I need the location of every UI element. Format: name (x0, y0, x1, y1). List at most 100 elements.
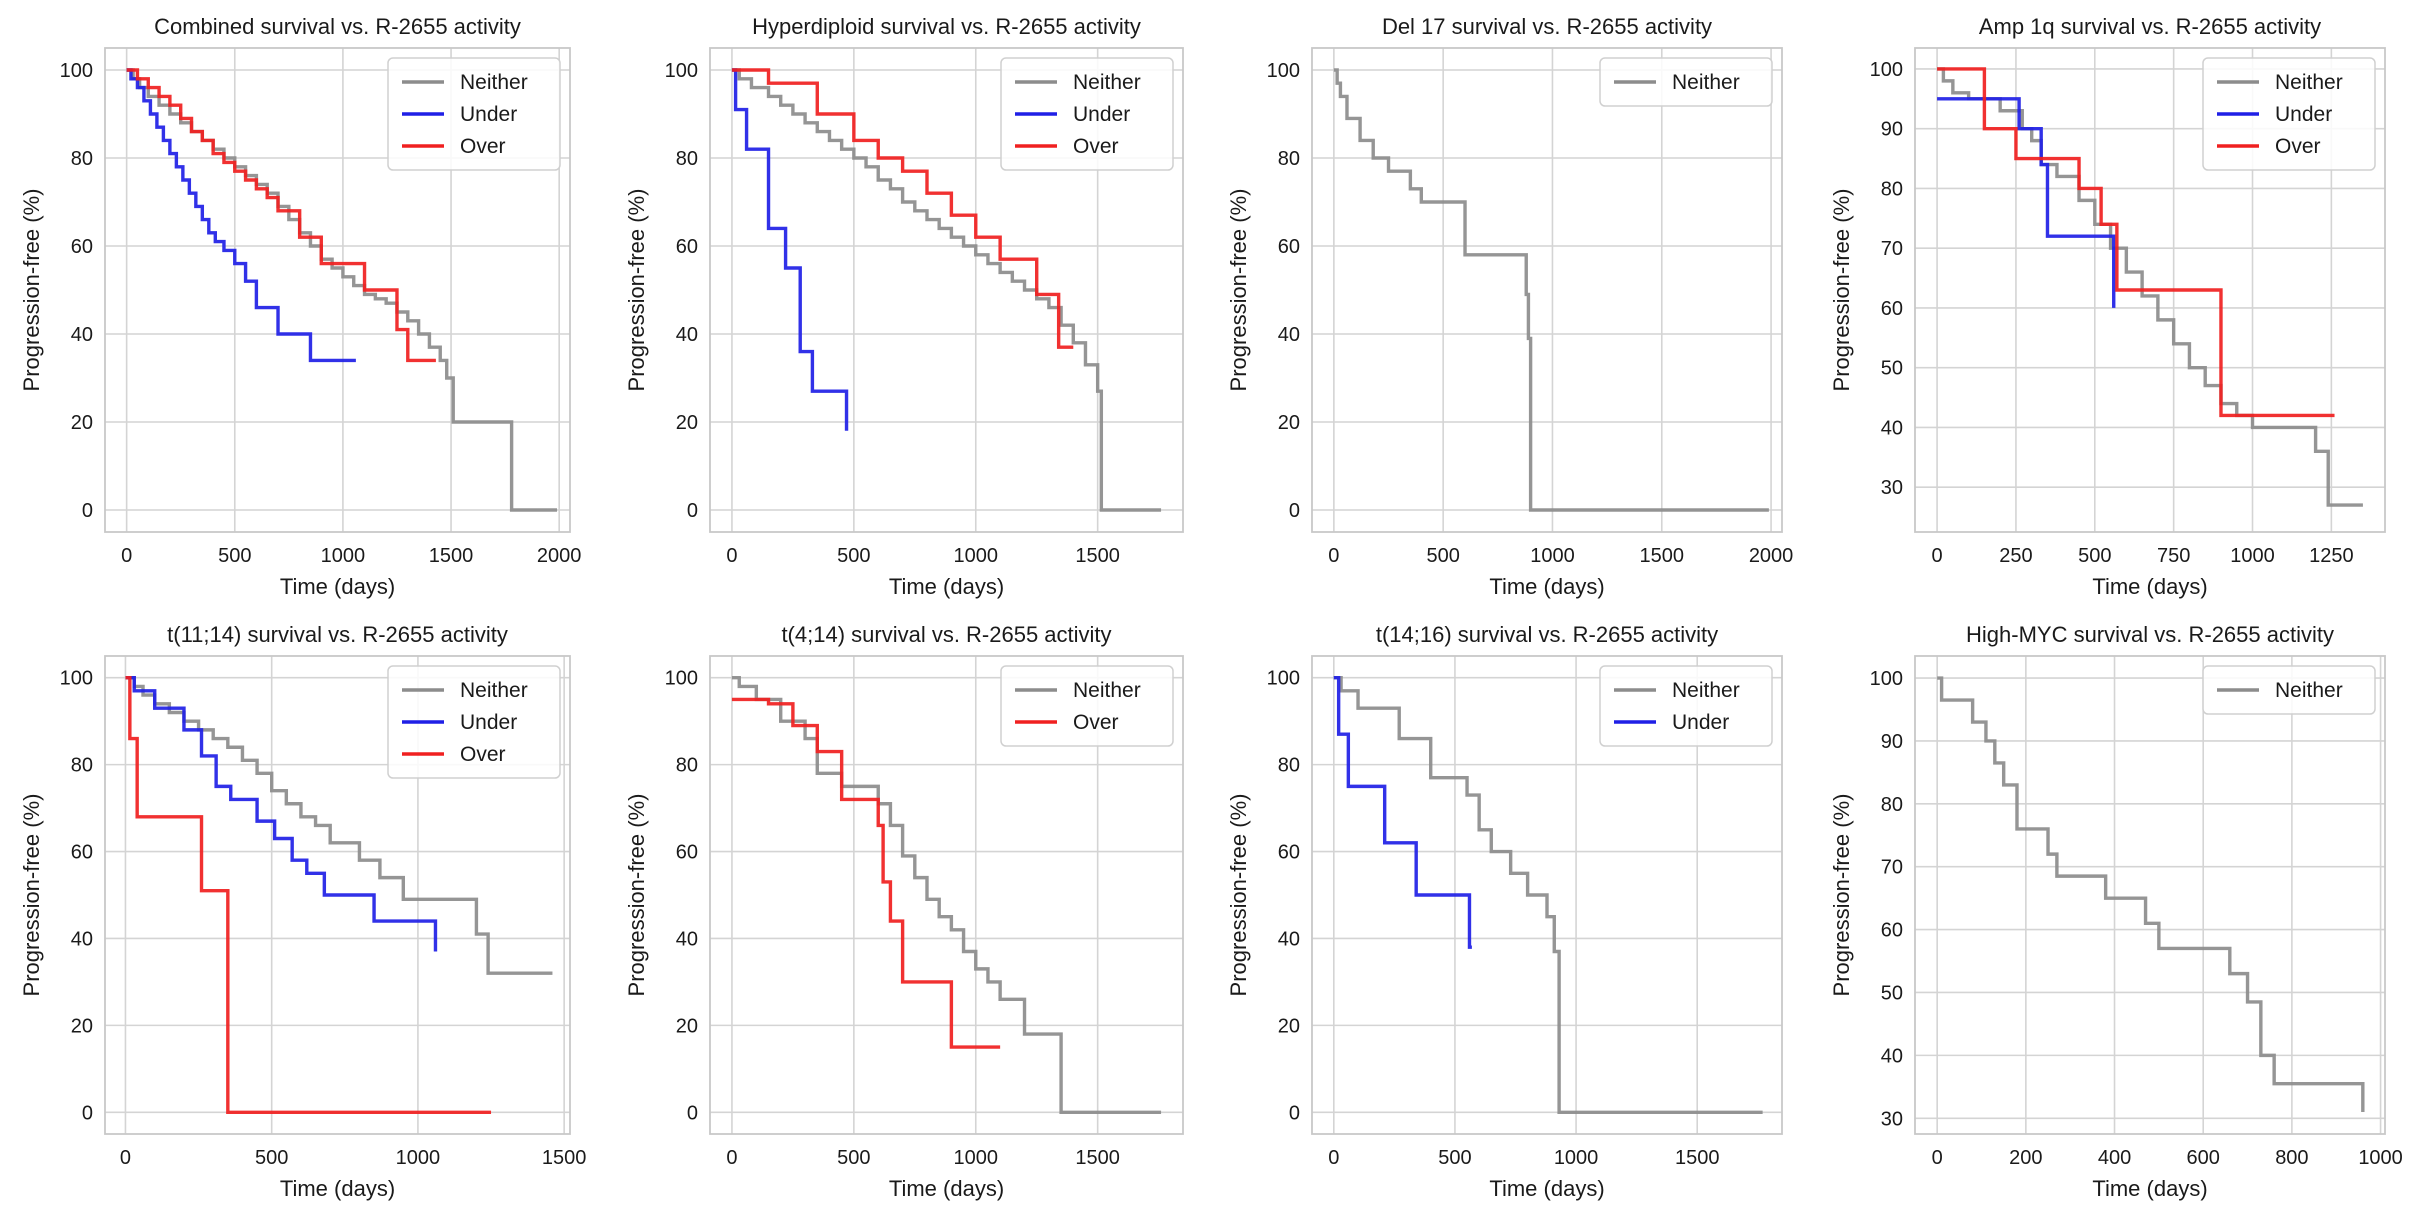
x-axis-label: Time (days) (1489, 1176, 1604, 1201)
y-tick-label: 100 (1267, 60, 1300, 82)
y-tick-label: 30 (1881, 1108, 1903, 1130)
legend: Neither Over (1000, 665, 1174, 747)
legend-label-neither: Neither (1073, 679, 1141, 702)
legend-label-neither: Neither (2275, 71, 2343, 94)
x-axis-label: Time (days) (280, 1176, 395, 1201)
x-tick-label: 1500 (429, 545, 474, 567)
legend-label-neither: Neither (1672, 71, 1740, 94)
x-tick-label: 1000 (954, 545, 999, 567)
x-tick-label: 1000 (2230, 545, 2275, 567)
legend: Neither Under (1599, 665, 1773, 747)
y-tick-label: 80 (676, 148, 698, 170)
x-tick-label: 500 (255, 1147, 288, 1169)
plot-frame (1311, 47, 1783, 533)
y-tick-label: 60 (1881, 298, 1903, 320)
y-tick-label: 40 (1881, 1045, 1903, 1067)
legend: Neither (1599, 57, 1773, 107)
x-tick-label: 0 (726, 1147, 737, 1169)
y-tick-label: 40 (676, 324, 698, 346)
x-axis-label: Time (days) (889, 574, 1004, 599)
series-line-under (1937, 97, 2116, 308)
chart-title: Del 17 survival vs. R-2655 activity (1382, 14, 1712, 39)
y-tick-label: 100 (1267, 668, 1300, 690)
y-axis-label: Progression-free (%) (1829, 189, 1854, 392)
x-tick-label: 0 (1328, 1147, 1339, 1169)
legend-label-under: Under (1672, 711, 1729, 734)
x-tick-label: 500 (1438, 1147, 1471, 1169)
x-tick-label: 1000 (954, 1147, 999, 1169)
y-tick-label: 40 (676, 928, 698, 950)
y-tick-label: 20 (71, 1015, 93, 1037)
y-tick-label: 0 (687, 500, 698, 522)
y-tick-label: 90 (1881, 119, 1903, 141)
x-tick-label: 500 (837, 1147, 870, 1169)
x-tick-label: 1000 (396, 1147, 441, 1169)
y-tick-label: 0 (82, 1102, 93, 1124)
x-tick-label: 1500 (1075, 545, 1120, 567)
y-tick-label: 90 (1881, 731, 1903, 753)
x-tick-label: 200 (2009, 1147, 2042, 1169)
series-line-over (731, 68, 1074, 349)
legend: Neither Under Over (1000, 57, 1174, 171)
y-tick-label: 40 (71, 928, 93, 950)
y-tick-label: 40 (1278, 324, 1300, 346)
series-line-neither (125, 676, 553, 975)
y-tick-label: 80 (676, 755, 698, 777)
x-tick-label: 500 (218, 545, 251, 567)
legend-label-neither: Neither (1073, 71, 1141, 94)
x-tick-label: 750 (2157, 545, 2190, 567)
y-tick-label: 100 (60, 668, 93, 690)
y-tick-label: 0 (1289, 1102, 1300, 1124)
series-line-neither (1333, 68, 1769, 512)
x-tick-label: 500 (2078, 545, 2111, 567)
legend: Neither Under Over (2202, 57, 2376, 171)
legend-box (1000, 665, 1174, 747)
series-line-over (1937, 67, 2335, 418)
chart-title: t(4;14) survival vs. R-2655 activity (781, 622, 1111, 647)
x-tick-label: 0 (726, 545, 737, 567)
y-tick-label: 80 (71, 755, 93, 777)
y-tick-label: 20 (1278, 1015, 1300, 1037)
legend: Neither Under Over (387, 57, 561, 171)
series-line-over (731, 697, 1001, 1049)
series-line-neither (1333, 676, 1763, 1114)
y-tick-label: 60 (1881, 920, 1903, 942)
x-axis-label: Time (days) (2092, 1176, 2207, 1201)
series-line-over (126, 68, 436, 363)
x-tick-label: 1500 (1675, 1147, 1720, 1169)
series-line-neither (1937, 676, 2365, 1112)
plot-frame (1914, 47, 2386, 533)
y-tick-label: 100 (665, 668, 698, 690)
y-tick-label: 40 (1881, 417, 1903, 439)
legend-label-neither: Neither (2275, 679, 2343, 702)
legend-label-under: Under (2275, 103, 2332, 126)
x-tick-label: 500 (837, 545, 870, 567)
y-tick-label: 0 (82, 500, 93, 522)
chart-title: t(11;14) survival vs. R-2655 activity (167, 622, 508, 647)
y-axis-label: Progression-free (%) (19, 794, 44, 997)
y-tick-label: 60 (71, 236, 93, 258)
x-tick-label: 500 (1426, 545, 1459, 567)
x-axis-label: Time (days) (2092, 574, 2207, 599)
y-axis-label: Progression-free (%) (19, 189, 44, 392)
legend-label-over: Over (1073, 711, 1119, 734)
y-tick-label: 80 (1278, 148, 1300, 170)
x-tick-label: 0 (1932, 545, 1943, 567)
legend-box (1599, 665, 1773, 747)
legend-label-under: Under (1073, 103, 1130, 126)
legend-label-over: Over (1073, 135, 1119, 158)
chart-title: High-MYC survival vs. R-2655 activity (1966, 622, 2334, 647)
y-tick-label: 60 (1278, 236, 1300, 258)
plot-frame (1311, 655, 1783, 1135)
x-axis-label: Time (days) (1489, 574, 1604, 599)
y-tick-label: 50 (1881, 982, 1903, 1004)
gridlines (1312, 48, 1782, 532)
y-tick-label: 70 (1881, 238, 1903, 260)
x-tick-label: 800 (2275, 1147, 2308, 1169)
series-line-neither (731, 68, 1162, 512)
